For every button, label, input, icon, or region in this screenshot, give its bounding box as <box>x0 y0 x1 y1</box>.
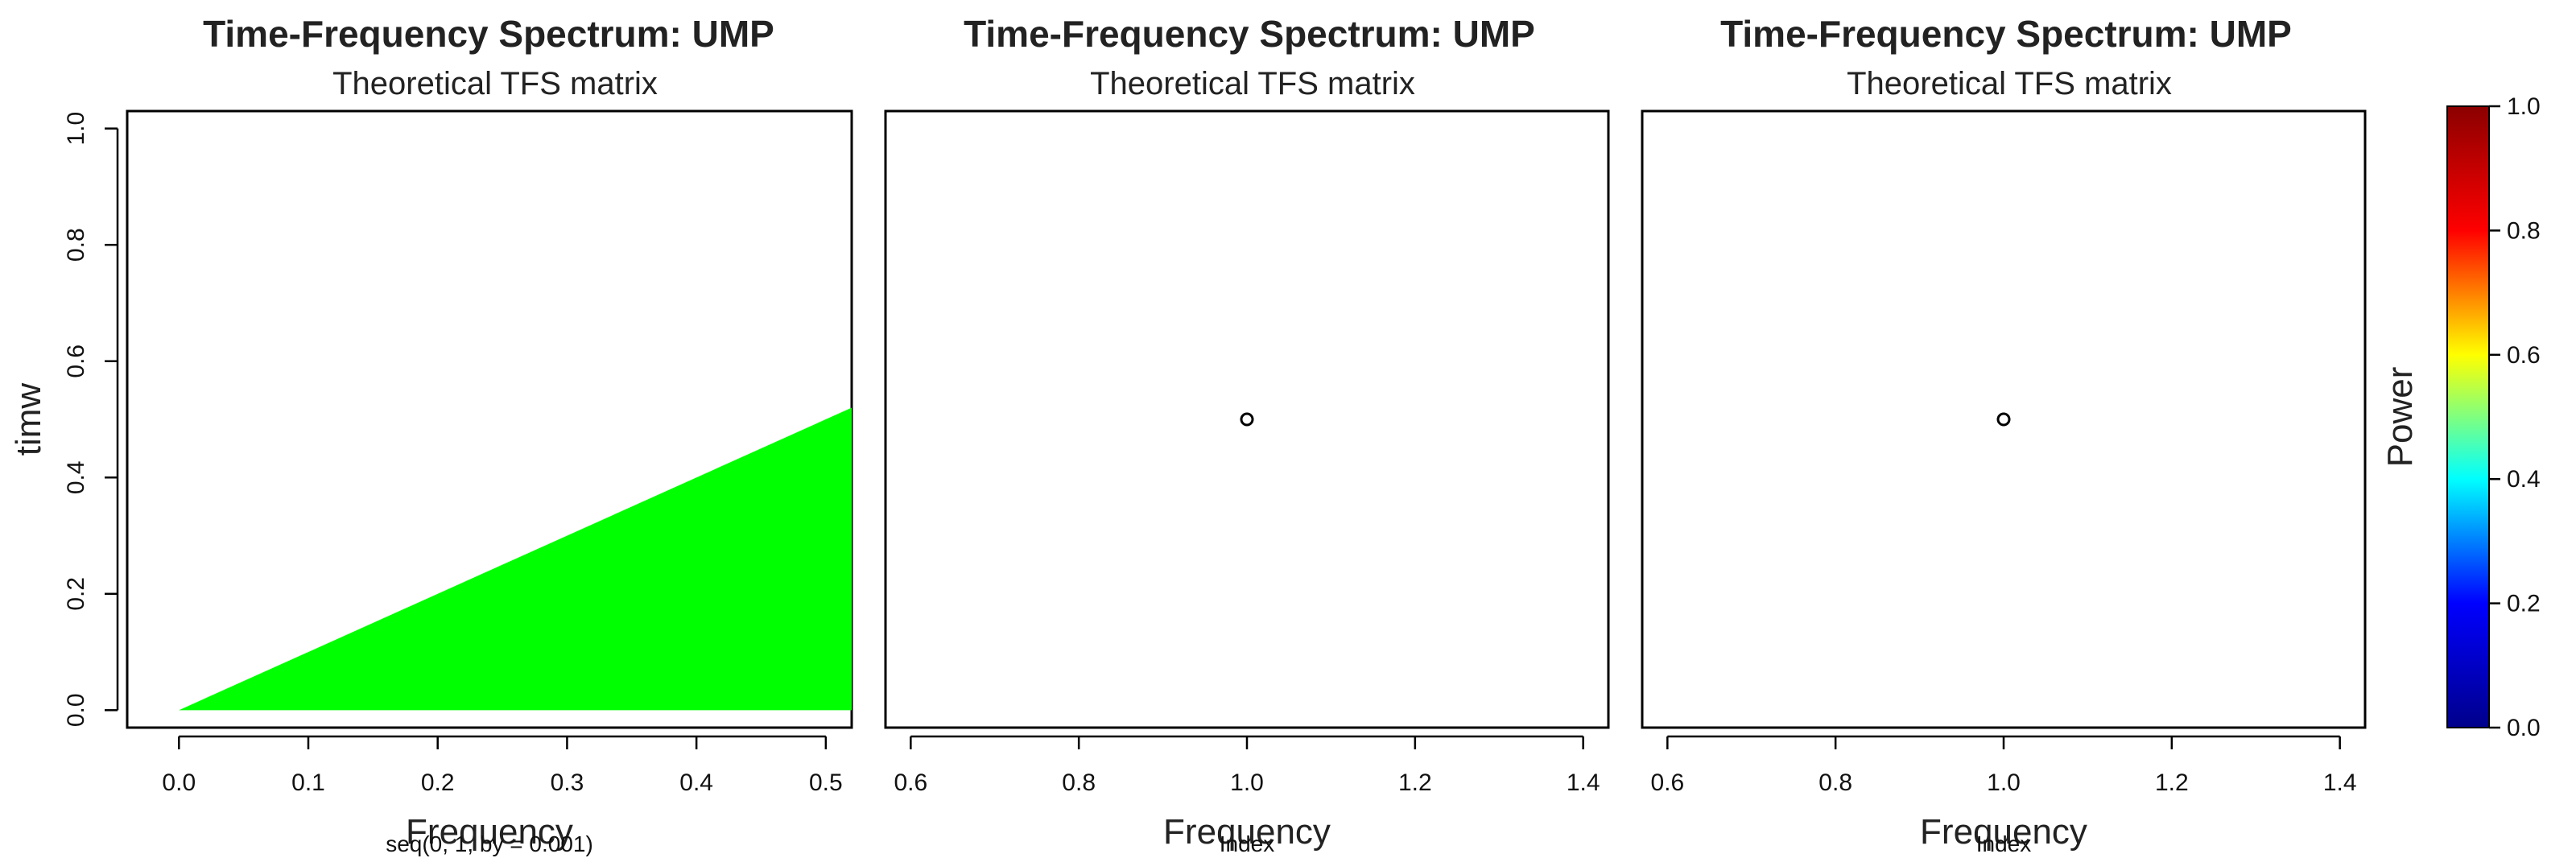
panel-1-y-tick-label: 0.2 <box>63 577 89 611</box>
panel-3-x-tick-label: 1.4 <box>2323 769 2357 796</box>
panel-1-power-region <box>179 407 852 711</box>
panel-3-x-tick-label: 1.0 <box>1987 769 2021 796</box>
colorbar-gradient <box>2446 105 2490 728</box>
panel-3-x-tick-label: 1.2 <box>2155 769 2189 796</box>
panel-3-data-point <box>1996 412 2011 427</box>
panel-2-data-point <box>1240 412 1254 427</box>
panel-1-x-tick-label: 0.2 <box>421 769 455 796</box>
panel-3-title: Time-Frequency Spectrum: UMP <box>1720 13 2292 55</box>
panel-1-y-tick-label: 1.0 <box>63 112 89 146</box>
panel-1: Time-Frequency Spectrum: UMP Theoretical… <box>9 13 853 856</box>
colorbar-label: Power <box>2380 367 2420 468</box>
panel-1-x-label: Frequency <box>406 812 573 852</box>
colorbar-tick-label: 0.0 <box>2507 715 2541 741</box>
panel-1-y-tick-label: 0.8 <box>63 228 89 262</box>
panel-1-title: Time-Frequency Spectrum: UMP <box>203 13 774 55</box>
panel-1-y-tick-label: 0.0 <box>63 693 89 727</box>
panel-1-y-tick-label: 0.6 <box>63 344 89 378</box>
panel-2-x-tick-label: 0.6 <box>894 769 927 796</box>
colorbar: 0.0 0.2 0.4 0.6 0.8 1.0 Power <box>2380 93 2541 741</box>
panel-1-x-sublabel: seq(0, 1, by = 0.001) <box>386 831 593 856</box>
panel-1-x-tick-label: 0.1 <box>291 769 325 796</box>
panel-2: Time-Frequency Spectrum: UMP Theoretical… <box>884 13 1610 856</box>
panel-1-x-tick-label: 0.4 <box>679 769 713 796</box>
panel-2-x-label: Frequency <box>1163 812 1331 852</box>
panel-2-x-sublabel: Index <box>1220 831 1275 856</box>
panel-1-x-tick-label: 0.5 <box>809 769 843 796</box>
panel-2-plot-frame <box>884 109 1610 729</box>
panel-3-x-tick-label: 0.8 <box>1818 769 1852 796</box>
colorbar-tick-label: 0.4 <box>2507 466 2541 493</box>
panel-1-x-tick-label: 0.0 <box>162 769 196 796</box>
panel-2-x-tick-label: 1.4 <box>1567 769 1600 796</box>
panel-1-x-tick-label: 0.3 <box>551 769 584 796</box>
colorbar-tick-label: 0.8 <box>2507 217 2541 244</box>
panel-2-subtitle: Theoretical TFS matrix <box>1090 66 1415 101</box>
panel-2-title: Time-Frequency Spectrum: UMP <box>964 13 1535 55</box>
panel-1-y-tick-label: 0.4 <box>63 460 89 494</box>
panel-3-plot-frame <box>1641 109 2367 729</box>
panel-2-x-tick-label: 0.8 <box>1062 769 1096 796</box>
panel-3-x-sublabel: Index <box>1976 831 2032 856</box>
panel-3-x-tick-label: 0.6 <box>1650 769 1684 796</box>
panel-2-x-tick-label: 1.2 <box>1398 769 1432 796</box>
panel-1-subtitle: Theoretical TFS matrix <box>332 66 658 101</box>
panel-3-subtitle: Theoretical TFS matrix <box>1847 66 2172 101</box>
panel-1-y-label: timw <box>9 383 48 456</box>
colorbar-tick-label: 0.6 <box>2507 342 2541 369</box>
panel-3: Time-Frequency Spectrum: UMP Theoretical… <box>1641 13 2367 856</box>
panel-2-x-tick-label: 1.0 <box>1230 769 1264 796</box>
panel-3-x-label: Frequency <box>1920 812 2087 852</box>
colorbar-tick-label: 0.2 <box>2507 591 2541 617</box>
colorbar-tick-label: 1.0 <box>2507 93 2541 120</box>
